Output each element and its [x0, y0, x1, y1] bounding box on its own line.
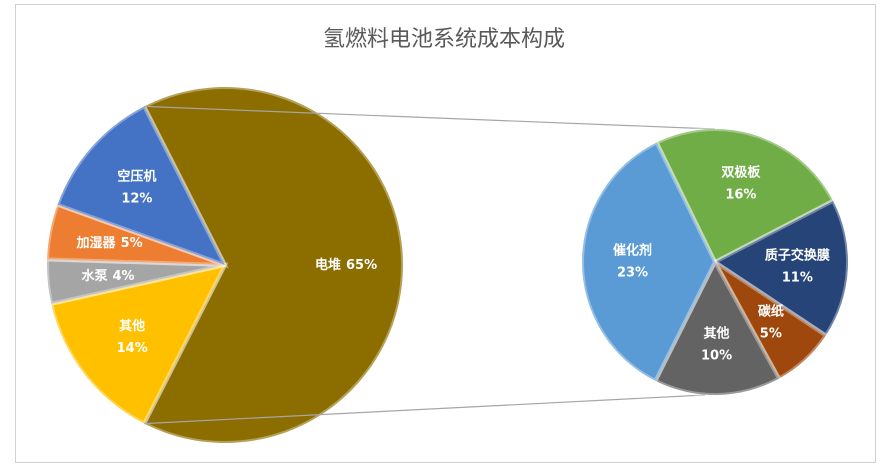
connector-line — [144, 394, 706, 425]
pie-slice — [713, 260, 829, 382]
category-label: 其他 — [704, 325, 730, 341]
value-label: 10% — [701, 348, 732, 363]
slice-label: 其他 10% — [701, 325, 732, 363]
pie-slice — [654, 127, 836, 265]
slice-label: 催化剂 23% — [613, 242, 652, 280]
pie-slice — [580, 139, 718, 384]
slice-label: 水泵 4% — [81, 268, 134, 284]
category-label: 双极板 — [721, 164, 761, 180]
slice-label: 双极板 16% — [721, 164, 761, 202]
pie-slice — [711, 198, 850, 339]
category-label: 其他 — [119, 318, 145, 334]
pie-slice — [45, 202, 226, 267]
category-label: 电堆 — [315, 257, 341, 273]
value-label: 4% — [113, 269, 135, 284]
category-label: 催化剂 — [613, 242, 652, 258]
category-label: 空压机 — [117, 168, 156, 184]
category-label: 水泵 — [81, 268, 107, 284]
pie-slice — [141, 85, 405, 445]
slice-label: 质子交换膜 11% — [765, 247, 830, 285]
slice-label: 碳纸 5% — [758, 303, 784, 341]
pie-slice — [48, 262, 229, 427]
pie-slice — [652, 257, 782, 397]
connector-line — [144, 105, 716, 130]
value-label: 5% — [121, 235, 143, 250]
pie-slice — [45, 257, 226, 307]
category-label: 质子交换膜 — [765, 247, 830, 263]
slice-label: 电堆 65% — [315, 257, 377, 273]
value-label: 16% — [725, 187, 756, 202]
pie-slice — [54, 103, 230, 269]
slice-label: 加湿器 5% — [76, 235, 143, 250]
value-label: 65% — [346, 258, 377, 273]
value-label: 14% — [117, 341, 148, 356]
slice-label: 空压机 12% — [117, 168, 156, 206]
category-label: 碳纸 — [758, 303, 784, 319]
value-label: 11% — [782, 270, 813, 285]
category-label: 加湿器 — [76, 235, 117, 250]
value-label: 5% — [760, 326, 782, 341]
slice-label: 其他 14% — [117, 318, 148, 356]
value-label: 23% — [617, 265, 648, 280]
chart-title: 氢燃料电池系统成本构成 — [323, 27, 565, 52]
value-label: 12% — [121, 191, 152, 206]
